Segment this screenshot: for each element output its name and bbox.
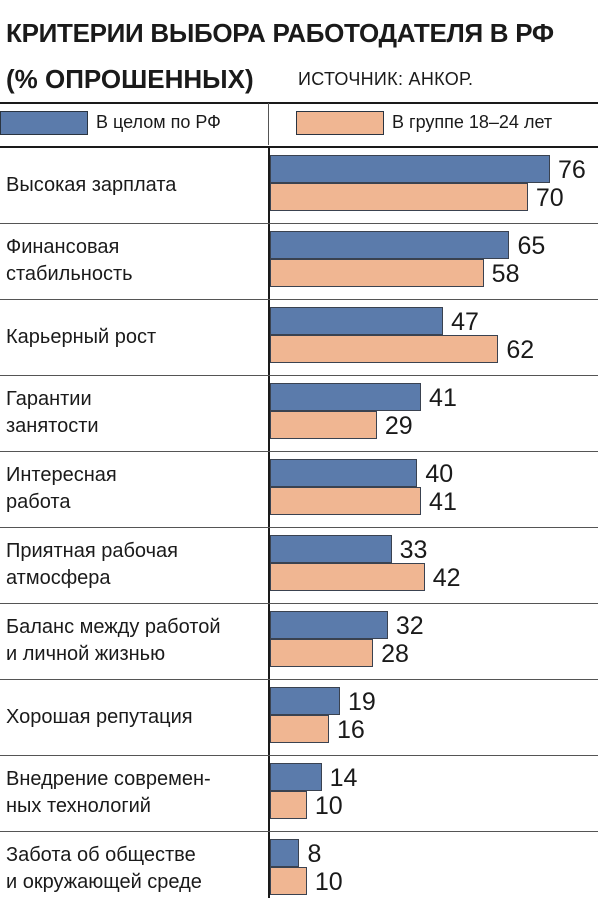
value-label-youth: 42: [432, 564, 461, 592]
category-label: Карьерный рост: [6, 326, 157, 348]
chart-title: КРИТЕРИИ ВЫБОРА РАБОТОДАТЕЛЯ В РФ: [6, 18, 554, 48]
row-separator: [0, 603, 598, 604]
row-separator: [0, 831, 598, 832]
chart-subtitle: (% ОПРОШЕННЫХ): [6, 64, 254, 94]
category-label: Забота об обществе и окружающей среде: [6, 844, 202, 893]
bar-youth: [270, 259, 484, 287]
value-label-youth: 62: [506, 336, 535, 364]
legend-label-all: В целом по РФ: [96, 112, 221, 132]
value-label-youth: 28: [381, 640, 409, 668]
chart-source: ИСТОЧНИК: АНКОР.: [298, 69, 474, 89]
row-separator: [0, 451, 598, 452]
legend-swatch-all: [0, 111, 88, 135]
value-label-youth: 29: [384, 412, 413, 440]
value-label-all: 40: [425, 460, 454, 488]
row-separator: [0, 223, 598, 224]
bar-youth: [270, 791, 307, 819]
value-label-all: 65: [517, 232, 546, 260]
value-label-all: 32: [395, 612, 424, 640]
bar-youth: [270, 639, 374, 667]
value-label-all: 33: [399, 536, 428, 564]
category-label: Гарантии занятости: [6, 388, 99, 437]
bar-youth: [270, 487, 422, 515]
category-label: Хорошая репутация: [6, 706, 193, 728]
top-rule: [0, 102, 598, 104]
row-separator: [0, 375, 598, 376]
category-label: Внедрение современ- ных технологий: [6, 768, 211, 817]
category-label: Приятная рабочая атмосфера: [6, 540, 178, 589]
value-label-youth: 10: [314, 868, 343, 896]
bar-all: [270, 383, 422, 411]
value-label-youth: 70: [535, 184, 564, 212]
legend-label-youth: В группе 18–24 лет: [392, 112, 553, 132]
bar-youth: [270, 563, 425, 591]
value-label-youth: 58: [491, 260, 520, 288]
axis-line: [268, 148, 270, 898]
bar-all: [270, 459, 418, 487]
value-label-all: 41: [429, 384, 457, 412]
value-label-all: 8: [307, 840, 322, 868]
bar-all: [270, 763, 322, 791]
value-label-youth: 10: [314, 792, 343, 820]
bar-all: [270, 231, 510, 259]
category-label: Баланс между работой и личной жизнью: [6, 616, 221, 665]
value-label-all: 76: [558, 156, 586, 184]
bar-all: [270, 535, 392, 563]
bar-youth: [270, 183, 528, 211]
bar-youth: [270, 715, 329, 743]
value-label-youth: 41: [429, 488, 457, 516]
bar-youth: [270, 867, 307, 895]
category-label: Высокая зарплата: [6, 174, 177, 196]
bar-all: [270, 307, 444, 335]
header-rule: [0, 146, 598, 148]
row-separator: [0, 679, 598, 680]
bar-youth: [270, 411, 377, 439]
bar-youth: [270, 335, 499, 363]
row-separator: [0, 755, 598, 756]
row-separator: [0, 299, 598, 300]
value-label-all: 14: [329, 764, 358, 792]
value-label-all: 19: [348, 688, 376, 716]
bar-all: [270, 611, 388, 639]
value-label-all: 47: [451, 308, 479, 336]
category-label: Интересная работа: [6, 464, 117, 513]
bar-all: [270, 687, 340, 715]
legend-divider: [268, 103, 269, 145]
row-separator: [0, 527, 598, 528]
category-label: Финансовая стабильность: [6, 236, 133, 285]
value-label-youth: 16: [336, 716, 365, 744]
bar-all: [270, 155, 550, 183]
legend-swatch-youth: [296, 111, 384, 135]
bar-all: [270, 839, 300, 867]
